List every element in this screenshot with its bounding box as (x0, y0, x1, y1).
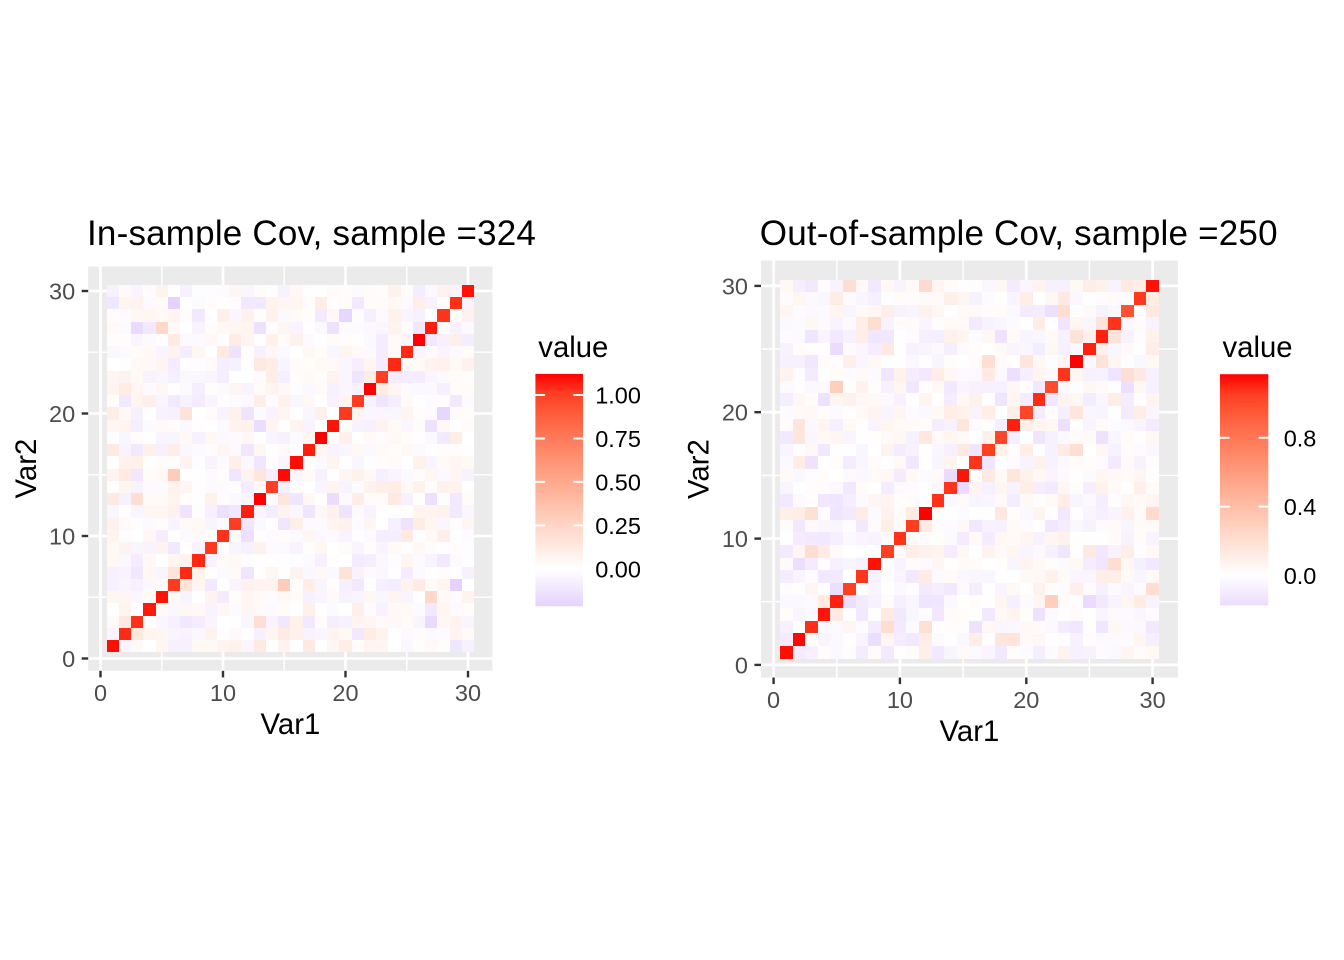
svg-text:10: 10 (210, 680, 236, 706)
svg-text:Var2: Var2 (10, 439, 43, 499)
svg-text:10: 10 (49, 524, 75, 550)
svg-text:0: 0 (735, 652, 748, 678)
svg-text:value: value (538, 331, 608, 364)
svg-text:0: 0 (62, 646, 75, 672)
svg-text:Out-of-sample Cov, sample =250: Out-of-sample Cov, sample =250 (760, 214, 1278, 253)
svg-text:Var1: Var1 (261, 708, 321, 741)
svg-text:0: 0 (94, 680, 107, 706)
svg-text:10: 10 (722, 526, 748, 552)
svg-text:Var1: Var1 (940, 715, 1000, 748)
svg-text:30: 30 (49, 279, 75, 305)
svg-text:30: 30 (1140, 687, 1166, 713)
svg-text:10: 10 (887, 687, 913, 713)
svg-text:0.50: 0.50 (595, 469, 641, 495)
svg-text:1.00: 1.00 (595, 383, 641, 409)
svg-text:0.25: 0.25 (595, 513, 641, 539)
svg-text:In-sample Cov, sample =324: In-sample Cov, sample =324 (87, 214, 536, 253)
svg-text:0.8: 0.8 (1284, 425, 1317, 451)
svg-text:30: 30 (455, 680, 481, 706)
svg-text:20: 20 (722, 400, 748, 426)
svg-text:Var2: Var2 (683, 439, 716, 499)
svg-text:0.0: 0.0 (1284, 563, 1317, 589)
svg-text:20: 20 (332, 680, 358, 706)
svg-text:0: 0 (767, 687, 780, 713)
svg-text:0.00: 0.00 (595, 556, 641, 582)
svg-text:20: 20 (49, 401, 75, 427)
svg-text:value: value (1223, 331, 1293, 364)
svg-text:20: 20 (1013, 687, 1039, 713)
svg-text:0.75: 0.75 (595, 426, 641, 452)
svg-text:30: 30 (722, 273, 748, 299)
svg-text:0.4: 0.4 (1284, 494, 1317, 520)
